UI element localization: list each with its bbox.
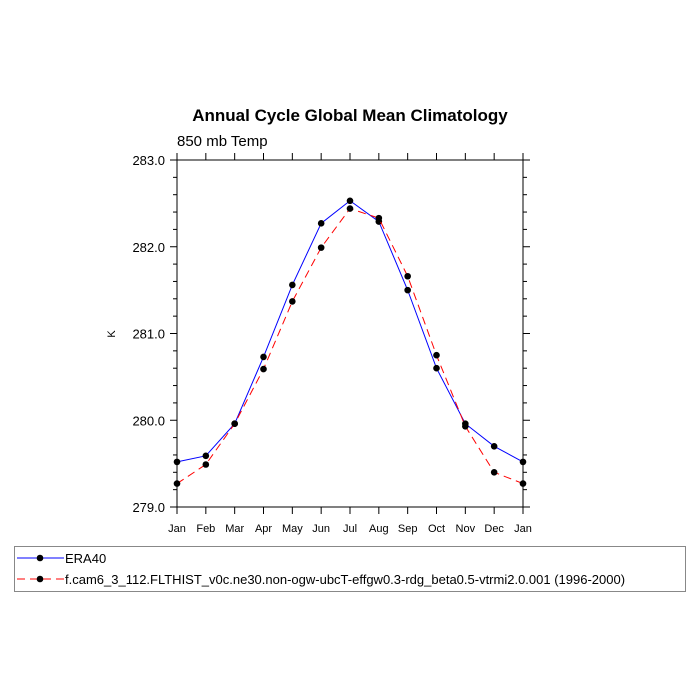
series-1-point (404, 286, 411, 294)
series-2-point (346, 205, 354, 212)
x-tick-label: Jan (514, 523, 532, 535)
x-tick-label: Jun (312, 523, 330, 535)
x-tick-label: Sep (398, 523, 418, 535)
series-2-point (433, 351, 440, 359)
y-tick-label: 281.0 (132, 327, 165, 342)
series-1-point (260, 353, 267, 361)
series-2-point (289, 298, 296, 305)
legend-swatch-marker-2 (36, 575, 44, 583)
legend-box (14, 546, 686, 592)
x-tick-label: Aug (369, 523, 389, 535)
y-tick-label: 280.0 (132, 413, 165, 428)
x-tick-label: Jul (343, 523, 357, 535)
series-lines (173, 197, 527, 487)
series-2-point (317, 244, 325, 251)
legend-swatch-marker-1 (36, 554, 44, 562)
x-tick-label: Oct (428, 523, 445, 535)
series-1-point (433, 364, 440, 372)
plot-frame-rect (176, 159, 524, 508)
series-line-1 (176, 200, 524, 463)
x-tick-label: Mar (225, 523, 244, 535)
series-2-point (202, 461, 210, 468)
legend-label-2: f.cam6_3_112.FLTHIST_v0c.ne30.non-ogw-ub… (65, 572, 625, 587)
series-1-point (490, 442, 498, 450)
series-2-point (375, 214, 383, 222)
x-tick-label: Dec (484, 523, 504, 535)
y-tick-label: 282.0 (132, 240, 165, 255)
series-line-2 (176, 207, 524, 485)
chart-subtitle: 850 mb Temp (177, 133, 268, 150)
plot-frame (176, 159, 524, 508)
series-1-point (519, 458, 527, 466)
x-tick-label: Nov (456, 523, 476, 535)
series-2-point (462, 423, 469, 430)
series-2-point (260, 365, 267, 373)
series-2-point (231, 420, 238, 428)
series-1-point (202, 452, 210, 460)
chart-title: Annual Cycle Global Mean Climatology (192, 106, 508, 125)
series-2-point (490, 469, 498, 476)
series-2-point (519, 480, 527, 487)
y-tick-label: 283.0 (132, 153, 165, 168)
y-axis-label: K (106, 330, 118, 338)
y-tick-label: 279.0 (132, 500, 165, 515)
x-tick-label: Jan (168, 523, 186, 535)
x-tick-label: Feb (196, 523, 215, 535)
series-1-point (173, 458, 181, 466)
series-1-point (317, 220, 325, 227)
series-2-point (404, 272, 411, 280)
x-tick-label: Apr (255, 523, 272, 535)
axis-ticks: 279.0 280.0 281.0 282.0 283.0 Jan Feb Mar Apr May… (132, 153, 532, 535)
series-2-point (173, 480, 181, 487)
x-tick-label: May (282, 523, 303, 535)
legend: ERA40 f.cam6_3_112.FLTHIST_v0c.ne30.non-o… (14, 546, 686, 592)
legend-label-1: ERA40 (65, 551, 106, 566)
series-1-point (346, 197, 354, 205)
series-1-point (289, 281, 296, 289)
